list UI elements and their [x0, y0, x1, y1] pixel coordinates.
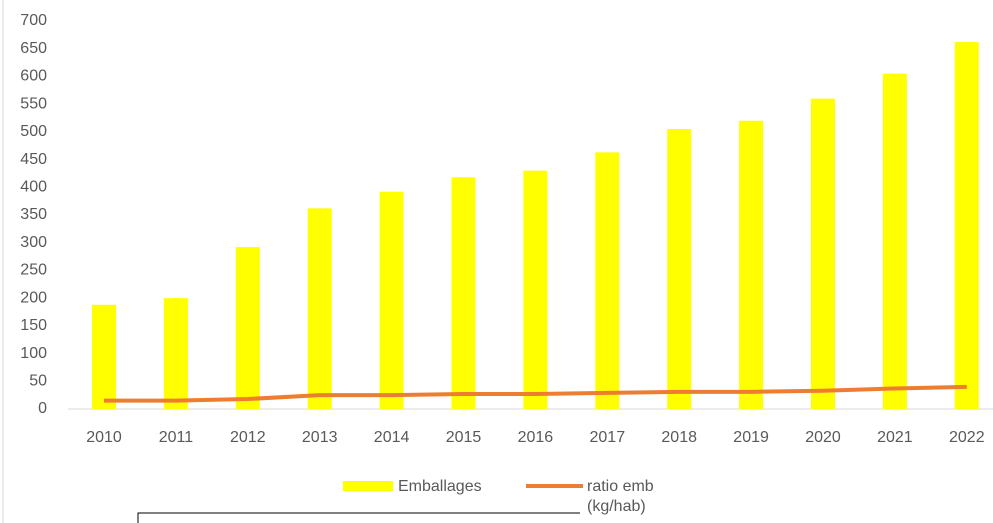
legend-swatch [343, 481, 393, 491]
x-tick-label: 2016 [518, 429, 554, 446]
bar [307, 208, 332, 409]
bar [954, 42, 979, 409]
x-tick-label: 2010 [86, 429, 122, 446]
bar [379, 191, 404, 409]
x-tick-label: 2019 [733, 429, 769, 446]
bar [882, 73, 907, 410]
y-tick-label: 200 [20, 289, 47, 306]
y-tick-label: 700 [20, 12, 47, 29]
line [104, 384, 967, 403]
x-tick-label: 2018 [661, 429, 697, 446]
x-tick-label: 2022 [949, 429, 985, 446]
y-tick-label: 550 [20, 95, 47, 112]
x-tick-label: 2014 [374, 429, 410, 446]
box-edge [137, 512, 580, 523]
x-tick-label: 2017 [590, 429, 626, 446]
y-tick-label: 150 [20, 317, 47, 334]
y-tick-label: 500 [20, 123, 47, 140]
bar [739, 120, 764, 410]
y-tick-label: 250 [20, 262, 47, 279]
y-tick-label: 450 [20, 151, 47, 168]
bar [595, 152, 620, 409]
bar [523, 170, 548, 409]
bar [811, 98, 835, 409]
y-tick-label: 350 [20, 206, 47, 223]
x-tick-label: 2012 [230, 429, 266, 446]
bar [451, 177, 476, 409]
y-tick-label: 650 [20, 40, 47, 57]
y-tick-label: 50 [29, 373, 47, 390]
y-tick-label: 600 [20, 68, 47, 85]
bar [163, 298, 188, 409]
y-tick-label: 400 [20, 179, 47, 196]
x-tick-label: 2020 [805, 429, 841, 446]
y-tick-label: 300 [20, 234, 47, 251]
x-tick-label: 2011 [159, 429, 194, 446]
legend-label: Emballages [398, 478, 482, 495]
bar [667, 129, 692, 410]
bar [92, 304, 116, 409]
y-tick-label: 0 [38, 400, 47, 417]
y-tick-label: 100 [20, 345, 47, 362]
x-tick-label: 2013 [302, 429, 338, 446]
x-tick-label: 2015 [446, 429, 482, 446]
legend-label: ratio emb (kg/hab) [587, 478, 654, 515]
bar [235, 247, 260, 409]
x-tick-label: 2021 [877, 429, 913, 446]
